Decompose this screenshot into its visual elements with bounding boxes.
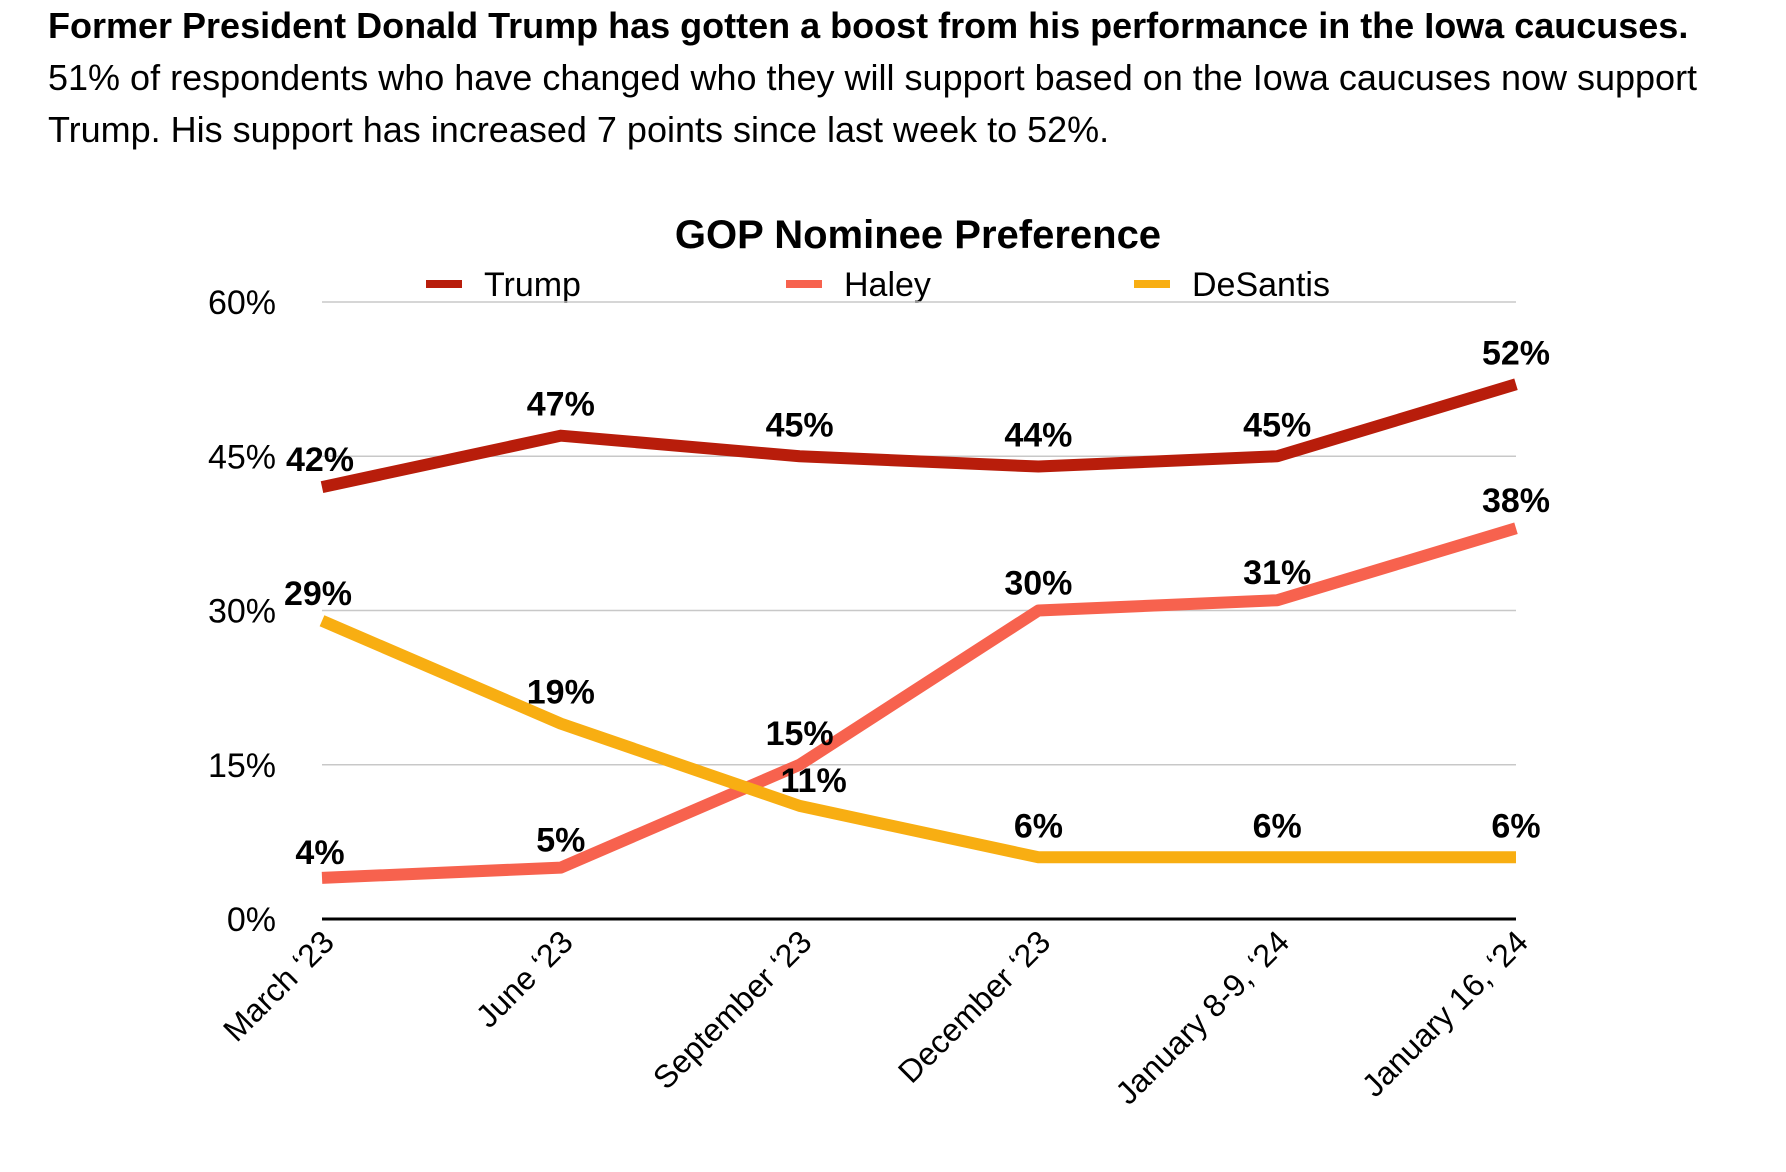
y-axis: 0% 15% 30% 45% 60% [208,284,276,939]
x-tick-label: January 8-9, ‘24 [1108,923,1296,1111]
x-tick-label: January 16, ‘24 [1355,923,1535,1103]
y-tick-label: 45% [208,438,276,476]
data-label-desantis: 29% [284,575,352,613]
series-line-desantis [319,615,1516,864]
x-axis: March ‘23 June ‘23 September ‘23 December ‘… [216,923,1535,1111]
intro-paragraph: Former President Donald Trump has gotten… [48,0,1748,156]
y-tick-label: 60% [208,284,276,322]
data-label-desantis: 6% [1253,807,1302,845]
data-label-trump: 45% [1243,406,1311,444]
x-tick-label: June ‘23 [469,923,580,1034]
gridlines [322,301,1516,921]
data-label-haley: 15% [766,715,834,753]
data-label-haley: 30% [1004,565,1072,603]
data-label-trump: 45% [766,406,834,444]
data-label-haley: 4% [295,834,344,872]
data-labels: 42% 47% 45% 44% 45% 52% 4% 5% 15% 30% 31% 38% 29% 19%… [284,334,1550,872]
data-label-trump: 44% [1004,417,1072,455]
series-line-trump [320,378,1518,493]
legend-label-trump: Trump [484,266,581,304]
legend-label-desantis: DeSantis [1192,266,1330,304]
data-label-trump: 52% [1482,334,1550,372]
data-label-trump: 42% [286,441,354,479]
x-tick-label: March ‘23 [216,923,341,1048]
y-tick-label: 15% [208,747,276,785]
intro-lead: Former President Donald Trump has gotten… [48,5,1689,46]
data-label-desantis: 6% [1014,807,1063,845]
data-label-desantis: 11% [781,762,847,800]
legend: Trump Haley DeSantis [426,266,1330,304]
x-tick-label: September ‘23 [646,923,819,1096]
data-label-desantis: 19% [527,674,595,712]
legend-label-haley: Haley [844,266,931,304]
series-lines [319,378,1518,884]
series-line-haley [321,522,1518,884]
x-tick-label: December ‘23 [891,923,1057,1089]
data-label-haley: 31% [1243,554,1311,592]
intro-body: 51% of respondents who have changed who … [48,57,1698,150]
data-label-desantis: 6% [1491,807,1540,845]
data-label-trump: 47% [527,386,595,424]
y-tick-label: 30% [208,593,276,631]
data-label-haley: 38% [1482,482,1550,520]
data-label-haley: 5% [536,822,585,860]
chart-title: GOP Nominee Preference [675,213,1161,257]
y-tick-label: 0% [227,901,276,939]
